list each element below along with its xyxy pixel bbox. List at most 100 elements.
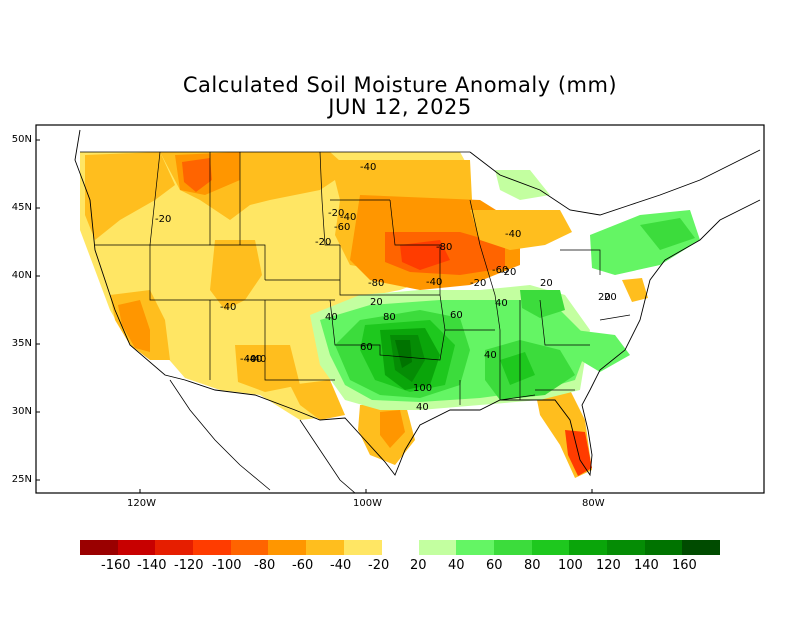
legend-label: -20 xyxy=(368,558,390,573)
contour-label: 20 xyxy=(598,292,611,303)
contour-label: -40 xyxy=(360,162,376,173)
lat-ticks xyxy=(36,139,40,481)
legend-swatch xyxy=(268,540,307,555)
contour-label: 40 xyxy=(484,350,497,361)
anomaly-region-wet-southeast-core xyxy=(500,352,535,385)
legend-swatch xyxy=(531,540,570,555)
legend-label: 140 xyxy=(634,558,659,573)
anomaly-region-wet-ne-core xyxy=(640,218,695,250)
contour-label: 40 xyxy=(495,298,508,309)
contour-label: -40 xyxy=(250,354,266,365)
contour-label: -20 xyxy=(315,237,331,248)
legend-swatch xyxy=(569,540,607,555)
contour-label: -60 xyxy=(334,222,350,233)
legend-swatch xyxy=(343,540,382,555)
lat-label: 25N xyxy=(11,474,32,485)
legend-label: -160 xyxy=(101,558,131,573)
lat-label: 40N xyxy=(11,270,32,281)
legend-label: -140 xyxy=(137,558,167,573)
anomaly-region-orange-ne xyxy=(470,210,572,250)
mexico-coast xyxy=(169,379,356,493)
state-borders xyxy=(80,151,631,405)
anomaly-region-wet-140 xyxy=(395,340,412,368)
legend-swatch xyxy=(155,540,194,555)
legend-swatch xyxy=(193,540,231,555)
lat-label: 30N xyxy=(11,406,32,417)
legend-swatch xyxy=(80,540,118,555)
canada-border xyxy=(469,149,761,216)
legend-label: 80 xyxy=(524,558,541,573)
contour-label: 40 xyxy=(416,402,429,413)
legend-label: 100 xyxy=(558,558,583,573)
contour-label: -20 xyxy=(155,214,171,225)
legend-label: 40 xyxy=(448,558,465,573)
legend-swatch xyxy=(230,540,269,555)
contour-label: -40 xyxy=(340,212,356,223)
anomaly-region-wet-ohio xyxy=(520,290,565,318)
contour-label: 80 xyxy=(383,312,396,323)
map-title: Calculated Soil Moisture Anomaly (mm) xyxy=(182,73,618,97)
anomaly-region-orange-gulf-core xyxy=(380,410,405,448)
anomaly-region-orange-az xyxy=(210,240,262,310)
legend-label: 160 xyxy=(672,558,697,573)
contour-label: -40 xyxy=(426,277,442,288)
legend-label: -80 xyxy=(254,558,276,573)
anomaly-region-wet-carolinas xyxy=(575,330,630,372)
legend-label: 120 xyxy=(596,558,621,573)
lat-label: 50N xyxy=(11,134,32,145)
contour-label: -40 xyxy=(505,229,521,240)
legend-label: 20 xyxy=(410,558,427,573)
contour-label-group: -40 -20 -20 -40 -60 -40 -20 -40 -80 -20 … xyxy=(155,162,617,413)
lat-label: 35N xyxy=(11,338,32,349)
contour-label: -20 xyxy=(500,267,516,278)
contour-label: -40 xyxy=(220,302,236,313)
contour-label: -40 xyxy=(246,354,262,365)
contour-label: 20 xyxy=(370,297,383,308)
legend-label: 60 xyxy=(486,558,503,573)
legend-negative-swatches xyxy=(80,540,382,555)
legend-swatch xyxy=(606,540,645,555)
lat-label: 45N xyxy=(11,202,32,213)
lon-label: 120W xyxy=(127,498,156,509)
legend-swatch xyxy=(493,540,532,555)
map-frame xyxy=(35,124,765,494)
color-legend xyxy=(80,540,720,555)
contour-label: 100 xyxy=(413,383,432,394)
contour-label: -40 xyxy=(240,354,256,365)
anomaly-region-red-montana xyxy=(182,158,212,192)
anomaly-region-darkred-midwest xyxy=(400,240,450,270)
contour-label: 60 xyxy=(450,310,463,321)
anomaly-region-orange-calif xyxy=(118,300,150,352)
contour-label: -80 xyxy=(436,242,452,253)
anomaly-region-orange-wtx xyxy=(290,380,345,420)
map-date: JUN 12, 2025 xyxy=(328,95,472,119)
contour-label: 20 xyxy=(540,278,553,289)
lon-ticks xyxy=(139,489,593,493)
contour-label: 20 xyxy=(604,292,617,303)
legend-label: -40 xyxy=(330,558,352,573)
legend-gap xyxy=(382,540,419,555)
legend-positive-swatches xyxy=(418,540,720,555)
legend-swatch xyxy=(306,540,344,555)
legend-swatch xyxy=(418,540,457,555)
lon-label: 100W xyxy=(353,498,382,509)
anomaly-region-orange-nw xyxy=(85,152,175,240)
anomaly-region-wet-lakes xyxy=(495,170,550,200)
lon-label: 80W xyxy=(582,498,605,509)
legend-label: -120 xyxy=(174,558,204,573)
anomaly-region-orange-nj xyxy=(622,278,648,302)
legend-swatch xyxy=(117,540,156,555)
legend-label: -100 xyxy=(212,558,242,573)
contour-label: -80 xyxy=(368,278,384,289)
legend-label: -60 xyxy=(292,558,314,573)
legend-swatch xyxy=(644,540,683,555)
legend-swatch xyxy=(456,540,494,555)
coastline xyxy=(74,129,761,477)
contour-label: -20 xyxy=(328,208,344,219)
contour-label: -60 xyxy=(492,265,508,276)
contour-label: 40 xyxy=(325,312,338,323)
contour-label: -20 xyxy=(470,278,486,289)
contour-label: 60 xyxy=(360,342,373,353)
legend-swatch xyxy=(682,540,720,555)
